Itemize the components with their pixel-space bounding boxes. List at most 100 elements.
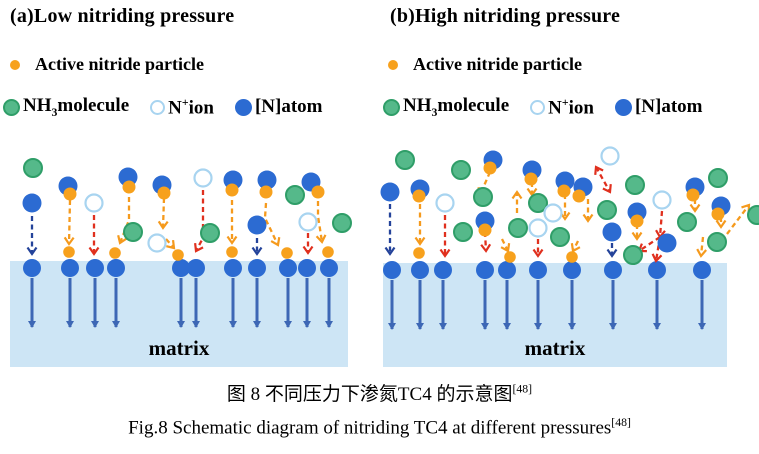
legend-row-b: NH3molecule N+ion [N]atom xyxy=(383,95,703,120)
n-atom xyxy=(657,233,677,253)
legend-atom-a: [N]atom xyxy=(234,96,323,118)
surface-n-atom xyxy=(498,261,516,279)
active-nitride-particle xyxy=(483,161,497,175)
nh3-molecule xyxy=(747,205,759,225)
surface-n-atom xyxy=(61,259,79,277)
n-ion-icon xyxy=(150,99,166,115)
active-nitride-particle xyxy=(630,214,644,228)
n-atom-icon xyxy=(234,98,252,116)
matrix-region xyxy=(10,261,348,367)
nh3-molecule xyxy=(550,227,570,247)
active-nitride-particle xyxy=(109,247,121,259)
nh3-label: NH3molecule xyxy=(403,95,510,119)
surface-n-atom xyxy=(172,259,190,277)
orange-dashed-arrow xyxy=(263,202,281,247)
nh3-molecule xyxy=(508,218,528,238)
n-ion xyxy=(298,212,318,232)
active-nitride-particle xyxy=(311,185,325,199)
citation-mark: [48] xyxy=(512,382,533,396)
active-nitride-particle xyxy=(566,251,578,263)
nh3-molecule xyxy=(677,212,697,232)
surface-n-atom xyxy=(298,259,316,277)
orange-dashed-arrow xyxy=(696,236,707,258)
matrix-label: matrix xyxy=(149,336,210,360)
matrix-label: matrix xyxy=(525,336,586,360)
n-atom xyxy=(257,170,277,190)
active-nitride-particle xyxy=(157,186,171,200)
surface-n-atom xyxy=(604,261,622,279)
n-atom xyxy=(247,215,267,235)
red-dashed-arrow xyxy=(637,236,661,253)
ion-label: N+ion xyxy=(548,95,594,119)
legend-nh3-a: NH3molecule xyxy=(3,95,129,120)
atom-label: [N]atom xyxy=(634,96,703,118)
active-nitride-particle xyxy=(524,172,538,186)
red-dashed-arrow xyxy=(655,210,666,239)
panel-b-title: (b)High nitriding pressure xyxy=(390,5,621,27)
surface-n-atom xyxy=(248,259,266,277)
nh3-molecule xyxy=(395,150,415,170)
orange-dashed-arrow xyxy=(165,238,176,250)
surface-n-atom xyxy=(23,259,41,277)
n-atom xyxy=(602,222,622,242)
active-nitride-particle xyxy=(225,183,239,197)
caption-chinese: 图 8 不同压力下渗氮TC4 的示意图[48] xyxy=(226,382,533,405)
legend-ion-a: N+ion xyxy=(150,96,214,119)
nh3-molecule xyxy=(285,185,305,205)
nh3-molecule-icon xyxy=(3,98,20,116)
orange-dashed-arrow xyxy=(500,238,511,253)
nh3-molecule xyxy=(708,168,728,188)
active-particle-icon xyxy=(10,59,20,70)
red-dashed-arrow xyxy=(194,190,205,253)
surface-n-atom xyxy=(529,261,547,279)
red-dashed-arrow xyxy=(594,165,612,194)
active-nitride-particle xyxy=(557,184,571,198)
active-nitride-particle xyxy=(281,247,293,259)
surface-n-atom xyxy=(320,259,338,277)
nh3-molecule xyxy=(332,213,352,233)
active-nitride-particle xyxy=(711,207,725,221)
panel-a-title: (a)Low nitriding pressure xyxy=(10,5,235,27)
legend-row-a: NH3molecule N+ion [N]atom xyxy=(3,95,323,120)
n-ion xyxy=(84,193,104,213)
surface-n-atom xyxy=(648,261,666,279)
surface-n-atom xyxy=(434,261,452,279)
surface-n-atom xyxy=(224,259,242,277)
surface-n-atom xyxy=(187,259,205,277)
active-nitride-particle xyxy=(63,246,75,258)
nh3-molecule xyxy=(597,200,617,220)
nh3-molecule xyxy=(123,222,143,242)
nh3-molecule xyxy=(451,160,471,180)
nh3-molecule xyxy=(23,158,43,178)
surface-n-atom xyxy=(476,261,494,279)
active-particle-label: Active nitride particle xyxy=(413,54,582,74)
surface-n-atom xyxy=(86,259,104,277)
nh3-molecule xyxy=(625,175,645,195)
legend-atom-b: [N]atom xyxy=(614,96,703,118)
legend-nh3-b: NH3molecule xyxy=(383,95,509,120)
n-ion-icon xyxy=(530,99,546,115)
nh3-molecule-icon xyxy=(383,98,400,116)
citation-mark: [48] xyxy=(611,416,631,429)
n-ion xyxy=(652,190,672,210)
orange-dashed-arrow xyxy=(63,199,75,246)
panel-a-diagram: matrix xyxy=(10,158,352,367)
active-nitride-particle xyxy=(412,189,426,203)
active-nitride-particle xyxy=(226,246,238,258)
n-atom xyxy=(22,193,42,213)
active-nitride-particle xyxy=(122,180,136,194)
nh3-molecule xyxy=(453,222,473,242)
surface-n-atom xyxy=(383,261,401,279)
surface-n-atom xyxy=(107,259,125,277)
active-particle-icon xyxy=(388,59,398,70)
caption-english: Fig.8 Schematic diagram of nitriding TC4… xyxy=(128,416,631,439)
n-ion xyxy=(543,203,563,223)
surface-n-atom xyxy=(563,261,581,279)
ion-label: N+ion xyxy=(168,95,214,119)
panel-b-diagram: matrix xyxy=(380,146,759,367)
nh3-molecule xyxy=(200,223,220,243)
n-atom xyxy=(380,182,400,202)
matrix-region xyxy=(383,263,727,367)
n-atom-icon xyxy=(614,98,632,116)
